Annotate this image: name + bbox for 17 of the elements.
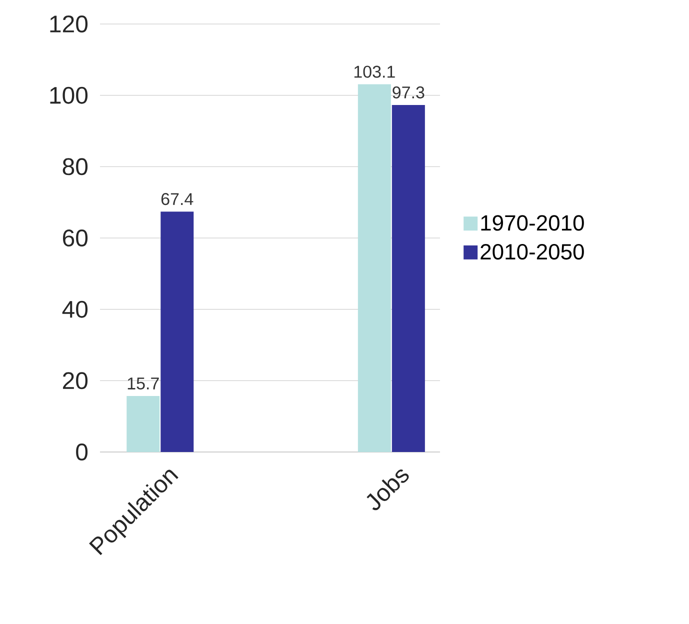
data-label: 97.3: [392, 86, 424, 98]
y-tick-label: 60: [63, 229, 88, 246]
data-label: 103.1: [354, 66, 395, 78]
y-tick-label: 0: [76, 443, 88, 460]
data-label: 15.7: [128, 378, 159, 390]
y-tick-label: 100: [50, 86, 88, 104]
y-tick-label: 20: [62, 372, 88, 390]
bar: [126, 396, 160, 452]
legend-label: 2010-2050: [480, 244, 584, 260]
y-tick-label: 40: [62, 300, 88, 318]
y-tick-label: 80: [62, 158, 88, 176]
bar: [358, 84, 391, 452]
data-label: 67.4: [161, 193, 194, 206]
bar: [160, 212, 194, 452]
bar: [392, 104, 425, 452]
legend-label: 1970-2010: [481, 215, 584, 231]
y-tick-label: 120: [50, 15, 88, 32]
